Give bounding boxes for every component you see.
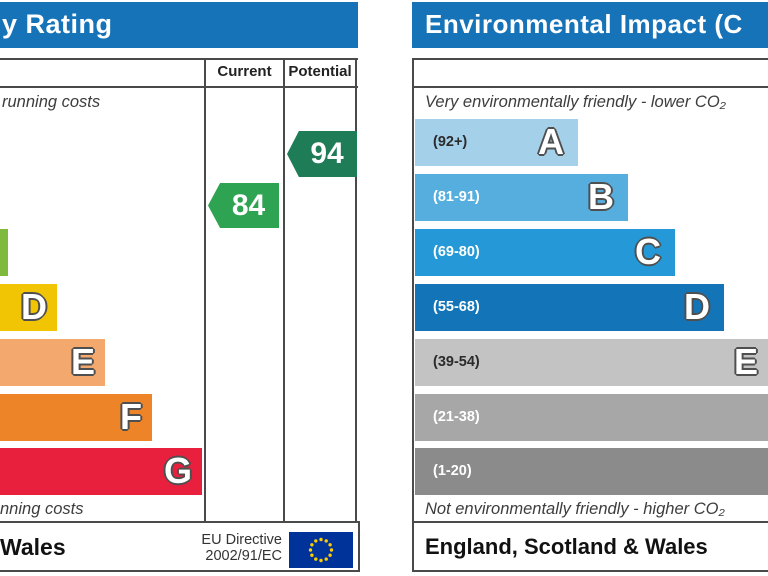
band-g-row: G xyxy=(0,448,202,495)
right-footer-box xyxy=(412,521,768,572)
band-e-row: E xyxy=(0,339,105,386)
table-left-border xyxy=(412,58,414,523)
current-column-border xyxy=(204,58,206,523)
co2-band-g-row: (1-20) G xyxy=(415,448,768,495)
co2-band-d-row: (55-68) D xyxy=(415,284,724,331)
energy-rating-header-bar xyxy=(0,2,358,48)
band-g-letter: G xyxy=(163,450,192,491)
co2-band-e-range: (39-54) xyxy=(433,354,480,370)
co2-band-f-range: (21-38) xyxy=(433,409,480,425)
table-top-border xyxy=(0,58,358,60)
right-region-label: England, Scotland & Wales xyxy=(425,534,708,559)
current-column-header: Current xyxy=(217,63,272,80)
not-efficient-note: nning costs xyxy=(0,500,84,518)
eu-directive-line1: EU Directive xyxy=(201,532,282,548)
energy-rating-panel: y Rating Current Potential running costs… xyxy=(0,0,360,576)
co2-band-d-range: (55-68) xyxy=(433,299,480,315)
environmental-impact-title: Environmental Impact (C xyxy=(425,9,743,39)
band-c-row xyxy=(0,229,8,276)
co2-band-f-row: (21-38) F xyxy=(415,394,768,441)
band-e-letter: E xyxy=(70,341,95,382)
band-f-letter: F xyxy=(120,396,142,437)
table-right-border xyxy=(355,58,357,523)
co2-band-a-row: (92+) A xyxy=(415,119,578,166)
co2-band-b-row: (81-91) B xyxy=(415,174,628,221)
potential-column-header: Potential xyxy=(288,63,352,80)
eu-directive-label: EU Directive 2002/91/EC xyxy=(150,532,282,564)
current-rating-pointer: 84 xyxy=(208,183,279,228)
co2-band-c-range: (69-80) xyxy=(433,244,480,260)
co2-band-e-letter: E xyxy=(733,341,758,382)
band-d-letter: D xyxy=(21,286,47,327)
environmental-impact-panel: Environmental Impact (C Very environment… xyxy=(412,0,768,576)
co2-band-b-letter: B xyxy=(588,176,614,217)
co2-band-c-row: (69-80) C xyxy=(415,229,675,276)
friendly-note: Very environmentally friendly - lower CO… xyxy=(425,93,726,111)
co2-band-b-range: (81-91) xyxy=(433,189,480,205)
not-friendly-note: Not environmentally friendly - higher CO… xyxy=(425,500,725,518)
header-row-border xyxy=(412,86,768,88)
environmental-impact-header-bar xyxy=(412,2,768,48)
potential-rating-pointer: 94 xyxy=(287,131,357,177)
header-row-border xyxy=(0,86,358,88)
co2-band-d-letter: D xyxy=(684,286,710,327)
co2-band-c-letter: C xyxy=(635,231,661,272)
co2-band-a-range: (92+) xyxy=(433,134,468,150)
energy-rating-title: y Rating xyxy=(2,9,113,39)
potential-rating-value: 94 xyxy=(310,137,344,170)
eu-flag-icon xyxy=(289,532,353,573)
co2-band-g-range: (1-20) xyxy=(433,463,472,479)
band-f-row: F xyxy=(0,394,152,441)
potential-column-border xyxy=(283,58,285,523)
left-region-label: Wales xyxy=(0,534,66,560)
eu-directive-line2: 2002/91/EC xyxy=(205,547,282,564)
current-rating-value: 84 xyxy=(231,189,266,222)
table-top-border xyxy=(412,58,768,60)
efficient-note: running costs xyxy=(2,93,101,111)
band-d-row: D xyxy=(0,284,57,331)
co2-band-a-letter: A xyxy=(538,121,564,162)
co2-band-e-row: (39-54) E xyxy=(415,339,768,386)
